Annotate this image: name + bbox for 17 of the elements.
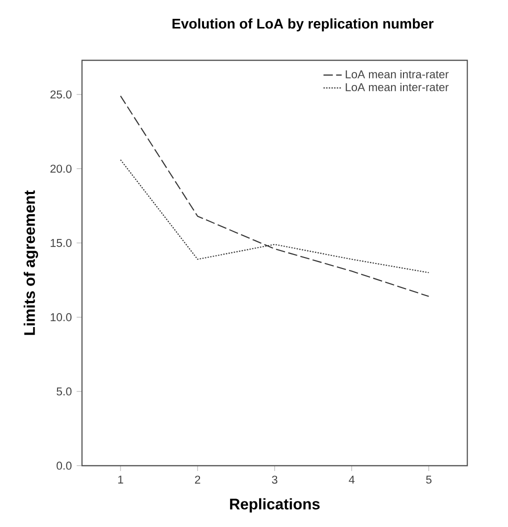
- legend-label: LoA mean intra-rater: [346, 70, 449, 78]
- legend-label: LoA mean inter-rater: [346, 82, 449, 92]
- y-tick-label: 5.0: [56, 387, 72, 396]
- x-tick-label: 2: [195, 476, 200, 484]
- x-axis-title: Replications: [230, 498, 320, 513]
- y-axis-title: Limits of agreement: [24, 190, 38, 335]
- y-tick-label: 0.0: [56, 462, 72, 470]
- y-tick-label: 20.0: [50, 164, 72, 173]
- x-tick-label: 1: [118, 476, 124, 484]
- y-tick-label: 10.0: [50, 313, 72, 322]
- y-tick-label: 15.0: [50, 238, 72, 247]
- x-tick-label: 5: [426, 476, 432, 484]
- x-tick-label: 3: [272, 476, 278, 484]
- line-series: [120, 95, 430, 297]
- y-tick-label: 25.0: [50, 90, 72, 98]
- x-tick-label: 4: [348, 476, 355, 484]
- chart-title: Evolution of LoA by replication number: [172, 18, 434, 32]
